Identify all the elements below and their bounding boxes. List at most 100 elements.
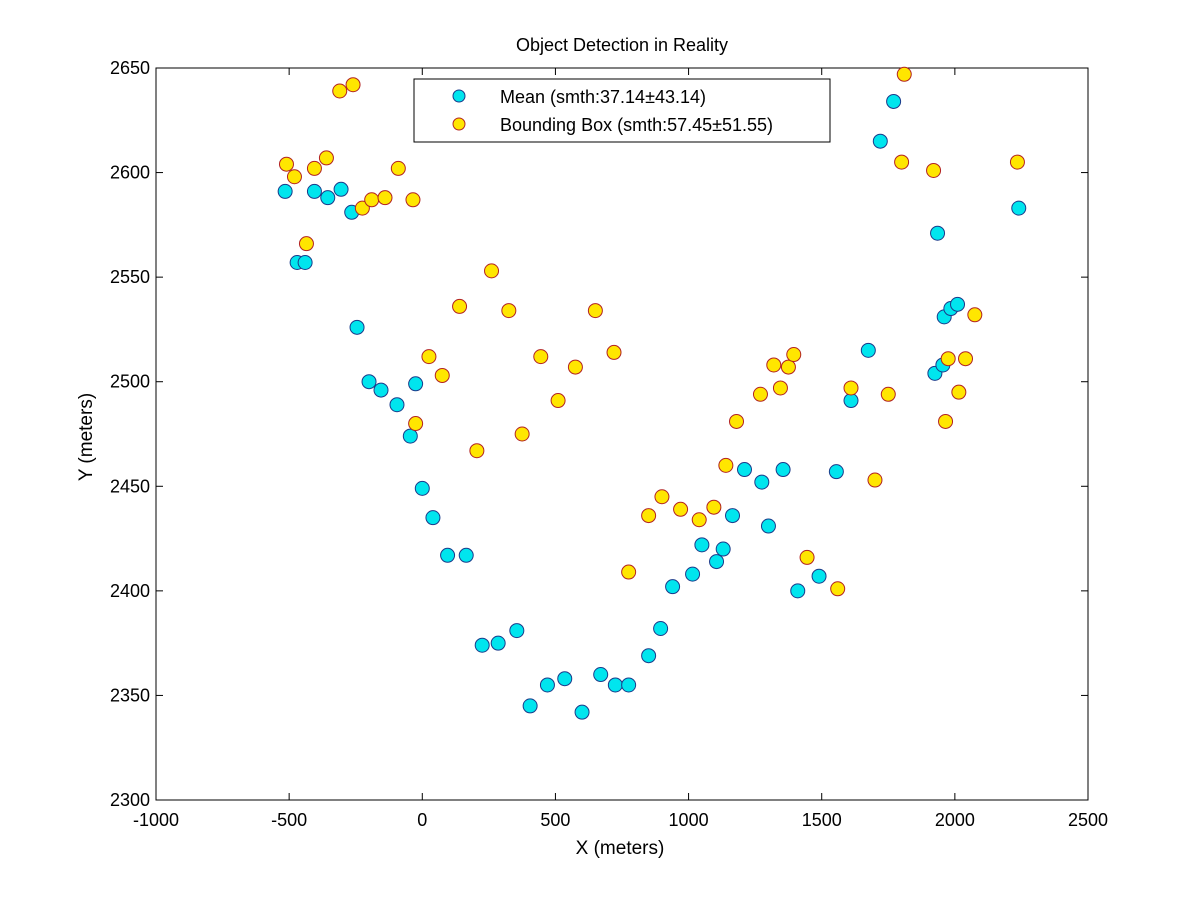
x-tick-label: 500: [540, 810, 570, 830]
bounding-box-point: [501, 303, 517, 319]
bounding-box-point: [533, 349, 549, 365]
bounding-box-point: [606, 344, 622, 360]
mean-point: [557, 671, 573, 687]
bounding-box-point: [345, 77, 361, 93]
bounding-box-point: [332, 83, 348, 99]
chart-title: Object Detection in Reality: [516, 35, 728, 55]
bounding-box-point: [654, 489, 670, 505]
mean-point: [828, 464, 844, 480]
legend: Mean (smth:37.14±43.14) Bounding Box (sm…: [413, 78, 831, 143]
y-tick-label: 2650: [110, 58, 150, 78]
bounding-box-point: [780, 359, 796, 375]
mean-point: [709, 554, 725, 570]
bounding-box-point: [830, 581, 846, 597]
legend-marker-mean: [452, 89, 466, 103]
legend-label-mean: Mean (smth:37.14±43.14): [500, 87, 706, 107]
mean-point: [402, 428, 418, 444]
mean-point: [736, 462, 752, 478]
bounding-box-point: [377, 190, 393, 206]
bounding-box-point: [673, 501, 689, 517]
bounding-box-point: [421, 349, 437, 365]
mean-point: [425, 510, 441, 526]
y-tick-label: 2450: [110, 476, 150, 496]
bounding-box-point: [766, 357, 782, 373]
bounding-box-point: [621, 564, 637, 580]
bounding-box-point: [786, 347, 802, 363]
axis-tick-labels: -1000 -500 0 500 1000 1500 2000 2500 2300 2350 240…: [110, 58, 1108, 830]
mean-point: [872, 133, 888, 149]
bounding-box-point: [772, 380, 788, 396]
bounding-box-point: [894, 154, 910, 170]
bounding-box-point: [469, 443, 485, 459]
mean-point: [775, 462, 791, 478]
mean-point: [754, 474, 770, 490]
bounding-box-point: [567, 359, 583, 375]
bounding-box-point: [286, 169, 302, 185]
mean-point: [715, 541, 731, 557]
bounding-box-point: [278, 156, 294, 172]
mean-point: [593, 667, 609, 683]
bounding-box-point: [896, 66, 912, 82]
x-tick-label: 1000: [669, 810, 709, 830]
y-axis-label: Y (meters): [76, 393, 97, 481]
mean-point: [685, 566, 701, 582]
x-tick-label: -1000: [133, 810, 179, 830]
data-points: [277, 66, 1027, 720]
x-tick-label: 0: [417, 810, 427, 830]
bounding-box-point: [298, 236, 314, 252]
bounding-box-point: [390, 160, 406, 176]
mean-point: [790, 583, 806, 599]
mean-point: [621, 677, 637, 693]
bounding-box-point: [354, 200, 370, 216]
bounding-box-point: [940, 351, 956, 367]
bounding-box-point: [434, 367, 450, 383]
y-tick-label: 2350: [110, 685, 150, 705]
bounding-box-point: [587, 303, 603, 319]
bounding-box-point: [967, 307, 983, 323]
mean-point: [408, 376, 424, 392]
bounding-box-point: [843, 380, 859, 396]
axis-ticks: [155, 67, 1089, 801]
mean-point: [811, 568, 827, 584]
bounding-box-point: [514, 426, 530, 442]
legend-marker-bounding-box: [452, 117, 466, 131]
mean-point: [574, 704, 590, 720]
bounding-box-point: [706, 499, 722, 515]
bounding-box-point: [958, 351, 974, 367]
mean-point: [297, 255, 313, 271]
bounding-box-point: [926, 162, 942, 178]
y-tick-label: 2550: [110, 267, 150, 287]
bounding-box-point: [641, 508, 657, 524]
mean-point: [843, 393, 859, 409]
y-tick-label: 2500: [110, 372, 150, 392]
x-tick-label: 2000: [935, 810, 975, 830]
bounding-box-point: [1009, 154, 1025, 170]
mean-point: [389, 397, 405, 413]
x-axis-label: X (meters): [576, 838, 665, 859]
mean-point: [641, 648, 657, 664]
bounding-box-point: [729, 413, 745, 429]
bounding-box-point: [452, 298, 468, 314]
mean-point: [414, 480, 430, 496]
mean-point: [320, 190, 336, 206]
bounding-box-point: [318, 150, 334, 166]
mean-point: [509, 623, 525, 639]
x-tick-label: 1500: [802, 810, 842, 830]
mean-point: [349, 319, 365, 335]
mean-point: [694, 537, 710, 553]
bounding-box-point: [880, 386, 896, 402]
mean-point: [333, 181, 349, 197]
mean-point: [474, 637, 490, 653]
x-tick-label: -500: [271, 810, 307, 830]
mean-point: [860, 342, 876, 358]
legend-label-bounding-box: Bounding Box (smth:57.45±51.55): [500, 115, 773, 135]
mean-point: [490, 635, 506, 651]
mean-point: [950, 296, 966, 312]
y-tick-label: 2400: [110, 581, 150, 601]
bounding-box-point: [306, 160, 322, 176]
mean-point: [522, 698, 538, 714]
mean-point: [725, 508, 741, 524]
mean-point: [361, 374, 377, 390]
bounding-box-point: [718, 457, 734, 473]
x-tick-label: 2500: [1068, 810, 1108, 830]
